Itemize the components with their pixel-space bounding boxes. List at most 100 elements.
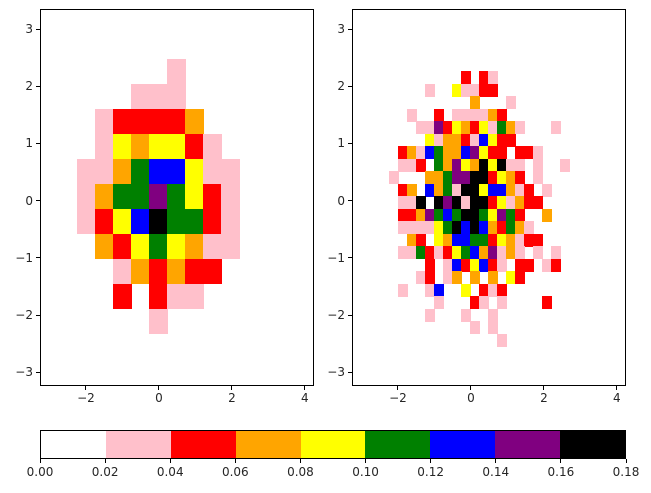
heatmap-cell bbox=[95, 133, 114, 160]
heatmap-cell bbox=[452, 146, 462, 160]
heatmap-cell bbox=[461, 246, 471, 260]
colorbar-segment-purple bbox=[495, 431, 561, 458]
y-tick bbox=[348, 142, 352, 144]
heatmap-cell bbox=[506, 133, 516, 147]
heatmap-cell bbox=[470, 271, 480, 285]
x-tick bbox=[616, 386, 618, 390]
heatmap-cell bbox=[95, 108, 114, 135]
heatmap-cell bbox=[488, 108, 498, 122]
heatmap-cell bbox=[479, 83, 489, 97]
heatmap-cell bbox=[221, 183, 240, 210]
heatmap-cell bbox=[515, 233, 525, 247]
colorbar-tick bbox=[169, 459, 171, 463]
heatmap-cell bbox=[407, 246, 417, 260]
heatmap-cell bbox=[425, 146, 435, 160]
heatmap-cell bbox=[398, 246, 408, 260]
heatmap-cell bbox=[461, 258, 471, 272]
heatmap-cell bbox=[461, 158, 471, 172]
heatmap-cell bbox=[479, 158, 489, 172]
heatmap-cell bbox=[443, 271, 453, 285]
heatmap-cell bbox=[425, 83, 435, 97]
left-heatmap-cells bbox=[41, 10, 313, 385]
heatmap-cell bbox=[515, 271, 525, 285]
heatmap-cell bbox=[398, 221, 408, 235]
heatmap-cell bbox=[113, 133, 132, 160]
heatmap-cell bbox=[131, 258, 150, 285]
heatmap-cell bbox=[461, 108, 471, 122]
heatmap-cell bbox=[452, 246, 462, 260]
colorbar-segment-yellow bbox=[300, 431, 366, 458]
heatmap-cell bbox=[533, 196, 543, 210]
heatmap-cell bbox=[149, 183, 168, 210]
heatmap-cell bbox=[470, 221, 480, 235]
y-tick bbox=[36, 200, 40, 202]
heatmap-cell bbox=[551, 258, 561, 272]
heatmap-cell bbox=[461, 83, 471, 97]
heatmap-cell bbox=[470, 196, 480, 210]
heatmap-cell bbox=[515, 258, 525, 272]
colorbar-tick-label: 0.16 bbox=[547, 465, 575, 479]
heatmap-cell bbox=[497, 121, 507, 135]
heatmap-cell bbox=[470, 208, 480, 222]
heatmap-cell bbox=[95, 158, 114, 185]
heatmap-cell bbox=[443, 146, 453, 160]
y-tick bbox=[36, 142, 40, 144]
heatmap-cell bbox=[497, 246, 507, 260]
heatmap-cell bbox=[434, 158, 444, 172]
heatmap-cell bbox=[488, 183, 498, 197]
heatmap-cell bbox=[515, 171, 525, 185]
heatmap-cell bbox=[443, 208, 453, 222]
heatmap-cell bbox=[416, 121, 426, 135]
heatmap-cell bbox=[560, 158, 570, 172]
heatmap-cell bbox=[551, 121, 561, 135]
heatmap-cell bbox=[131, 158, 150, 185]
heatmap-cell bbox=[221, 233, 240, 260]
heatmap-cell bbox=[497, 283, 507, 297]
heatmap-cell bbox=[470, 158, 480, 172]
heatmap-cell bbox=[488, 121, 498, 135]
heatmap-cell bbox=[515, 208, 525, 222]
heatmap-cell bbox=[452, 271, 462, 285]
heatmap-cell bbox=[488, 233, 498, 247]
heatmap-cell bbox=[488, 208, 498, 222]
colorbar-tick bbox=[495, 459, 497, 463]
heatmap-cell bbox=[497, 296, 507, 310]
heatmap-cell bbox=[167, 108, 186, 135]
y-tick-label: −2 bbox=[327, 308, 345, 323]
heatmap-cell bbox=[515, 158, 525, 172]
colorbar-tick-label: 0.04 bbox=[156, 465, 184, 479]
y-tick bbox=[348, 371, 352, 373]
heatmap-cell bbox=[497, 146, 507, 160]
heatmap-cell bbox=[452, 171, 462, 185]
heatmap-cell bbox=[479, 208, 489, 222]
heatmap-cell bbox=[452, 258, 462, 272]
heatmap-cell bbox=[488, 271, 498, 285]
heatmap-cell bbox=[425, 283, 435, 297]
heatmap-cell bbox=[149, 108, 168, 135]
heatmap-cell bbox=[149, 258, 168, 285]
y-tick-label: 3 bbox=[25, 22, 33, 37]
heatmap-cell bbox=[185, 233, 204, 260]
heatmap-cell bbox=[398, 183, 408, 197]
y-tick-label: −1 bbox=[327, 250, 345, 265]
heatmap-cell bbox=[470, 233, 480, 247]
heatmap-cell bbox=[515, 121, 525, 135]
heatmap-cell bbox=[542, 208, 552, 222]
heatmap-cell bbox=[425, 133, 435, 147]
heatmap-cell bbox=[407, 108, 417, 122]
x-tick bbox=[304, 386, 306, 390]
heatmap-cell bbox=[185, 133, 204, 160]
right-heatmap-axes bbox=[352, 9, 626, 386]
heatmap-cell bbox=[470, 258, 480, 272]
y-tick bbox=[36, 314, 40, 316]
heatmap-cell bbox=[479, 246, 489, 260]
heatmap-cell bbox=[185, 258, 204, 285]
y-tick bbox=[348, 28, 352, 30]
heatmap-cell bbox=[506, 233, 516, 247]
heatmap-cell bbox=[461, 183, 471, 197]
y-tick bbox=[348, 314, 352, 316]
heatmap-cell bbox=[149, 83, 168, 110]
heatmap-cell bbox=[488, 246, 498, 260]
heatmap-cell bbox=[149, 133, 168, 160]
heatmap-cell bbox=[407, 146, 417, 160]
